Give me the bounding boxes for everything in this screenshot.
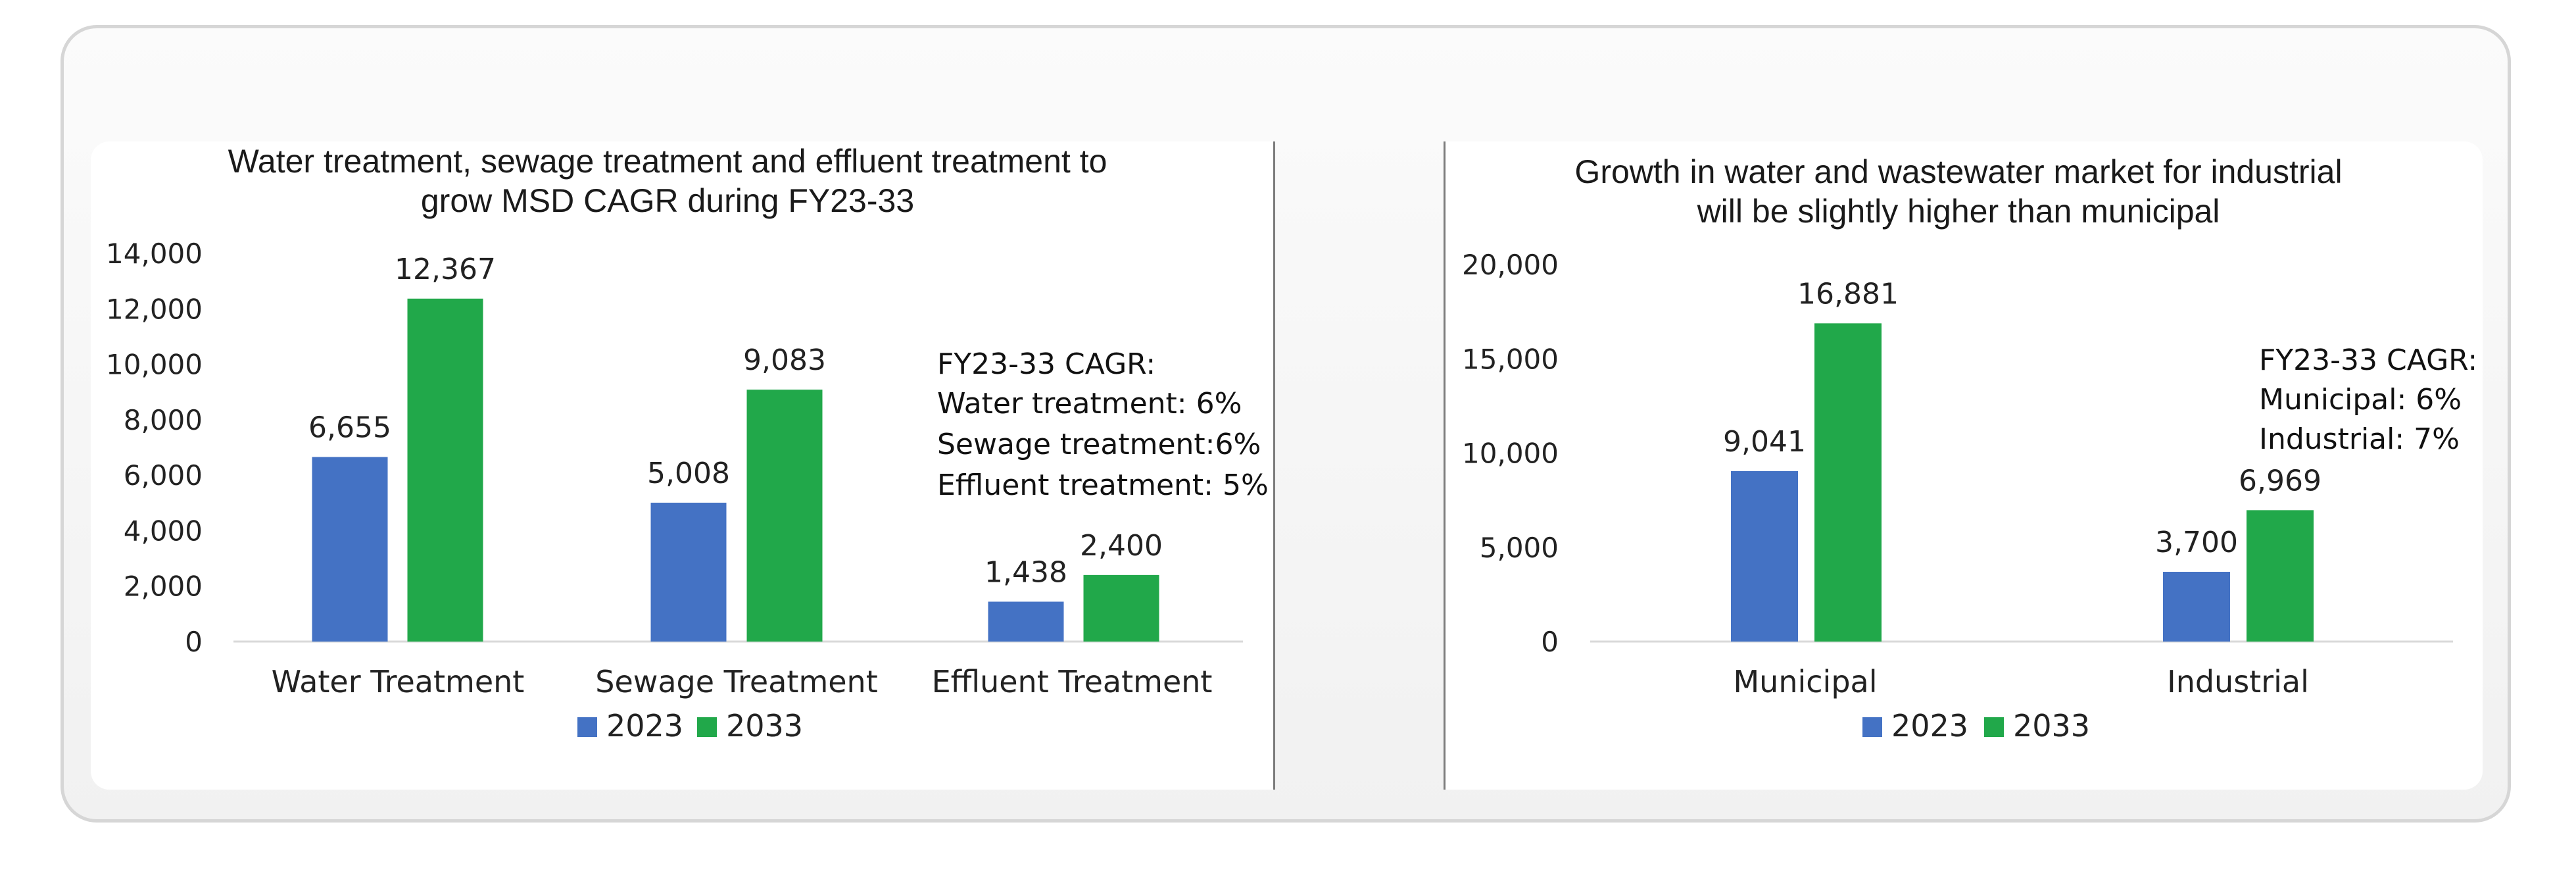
cagr-annotation-line: Effluent treatment: 5% [937, 469, 1269, 502]
chart-title-line: Growth in water and wastewater market fo… [1574, 153, 2342, 190]
panel-divider [1444, 141, 1446, 790]
cagr-annotation-line: FY23-33 CAGR: [2259, 343, 2477, 377]
category-label: Industrial [2167, 664, 2309, 699]
data-label: 12,367 [395, 253, 496, 286]
data-label: 9,041 [1723, 425, 1806, 459]
y-tick-label: 2,000 [124, 570, 203, 603]
legend-swatch-2033 [1984, 717, 2004, 737]
y-tick-label: 20,000 [1462, 249, 1559, 281]
category-label: Effluent Treatment [932, 664, 1213, 699]
y-tick-label: 10,000 [106, 349, 203, 381]
bar-2033 [1083, 574, 1159, 642]
bar-2033 [1814, 323, 1882, 642]
bar-2023 [650, 502, 727, 642]
bar-2023 [2163, 571, 2230, 642]
legend-swatch-2033 [697, 717, 717, 737]
data-label: 6,655 [308, 411, 391, 445]
legend-swatch-2023 [1862, 717, 1882, 737]
y-tick-label: 8,000 [124, 404, 203, 436]
bar-2033 [2247, 510, 2314, 642]
data-label: 16,881 [1797, 277, 1899, 311]
y-tick-label: 6,000 [124, 459, 203, 492]
left-chart-panel [91, 141, 1275, 790]
category-label: Water Treatment [272, 664, 525, 699]
data-label: 5,008 [647, 457, 730, 490]
panel-divider [1273, 141, 1275, 790]
right-chart-panel [1446, 141, 2483, 790]
legend-label: 2033 [2013, 708, 2090, 744]
data-label: 1,438 [984, 555, 1067, 589]
y-tick-label: 12,000 [106, 293, 203, 325]
y-tick-label: 0 [1541, 626, 1559, 658]
cagr-annotation-line: Sewage treatment:6% [937, 428, 1261, 461]
data-label: 3,700 [2155, 526, 2238, 559]
chart-title-line: will be slightly higher than municipal [1697, 193, 2220, 230]
cagr-annotation-line: Water treatment: 6% [937, 387, 1242, 420]
legend-label: 2033 [726, 708, 803, 744]
cagr-annotation-line: FY23-33 CAGR: [937, 347, 1155, 381]
legend-label: 2023 [606, 708, 683, 744]
y-tick-label: 0 [185, 626, 203, 658]
bar-2033 [407, 298, 483, 642]
bar-2023 [1731, 470, 1798, 642]
data-label: 6,969 [2239, 464, 2321, 497]
bar-2023 [312, 457, 388, 642]
legend-label: 2023 [1891, 708, 1968, 744]
y-tick-label: 5,000 [1480, 532, 1559, 564]
bar-2023 [988, 601, 1064, 642]
cagr-annotation-line: Industrial: 7% [2259, 422, 2460, 456]
chart-title-line: grow MSD CAGR during FY23-33 [421, 182, 914, 219]
data-label: 9,083 [743, 343, 826, 377]
chart-title-line: Water treatment, sewage treatment and ef… [228, 143, 1107, 180]
category-label: Sewage Treatment [595, 664, 878, 699]
y-tick-label: 15,000 [1462, 343, 1559, 375]
y-tick-label: 4,000 [124, 515, 203, 547]
y-tick-label: 10,000 [1462, 438, 1559, 470]
bar-2033 [746, 390, 823, 642]
category-label: Municipal [1733, 664, 1877, 699]
legend-swatch-2023 [577, 717, 597, 737]
y-tick-label: 14,000 [106, 238, 203, 270]
data-label: 2,400 [1080, 529, 1163, 563]
cagr-annotation-line: Municipal: 6% [2259, 383, 2462, 417]
